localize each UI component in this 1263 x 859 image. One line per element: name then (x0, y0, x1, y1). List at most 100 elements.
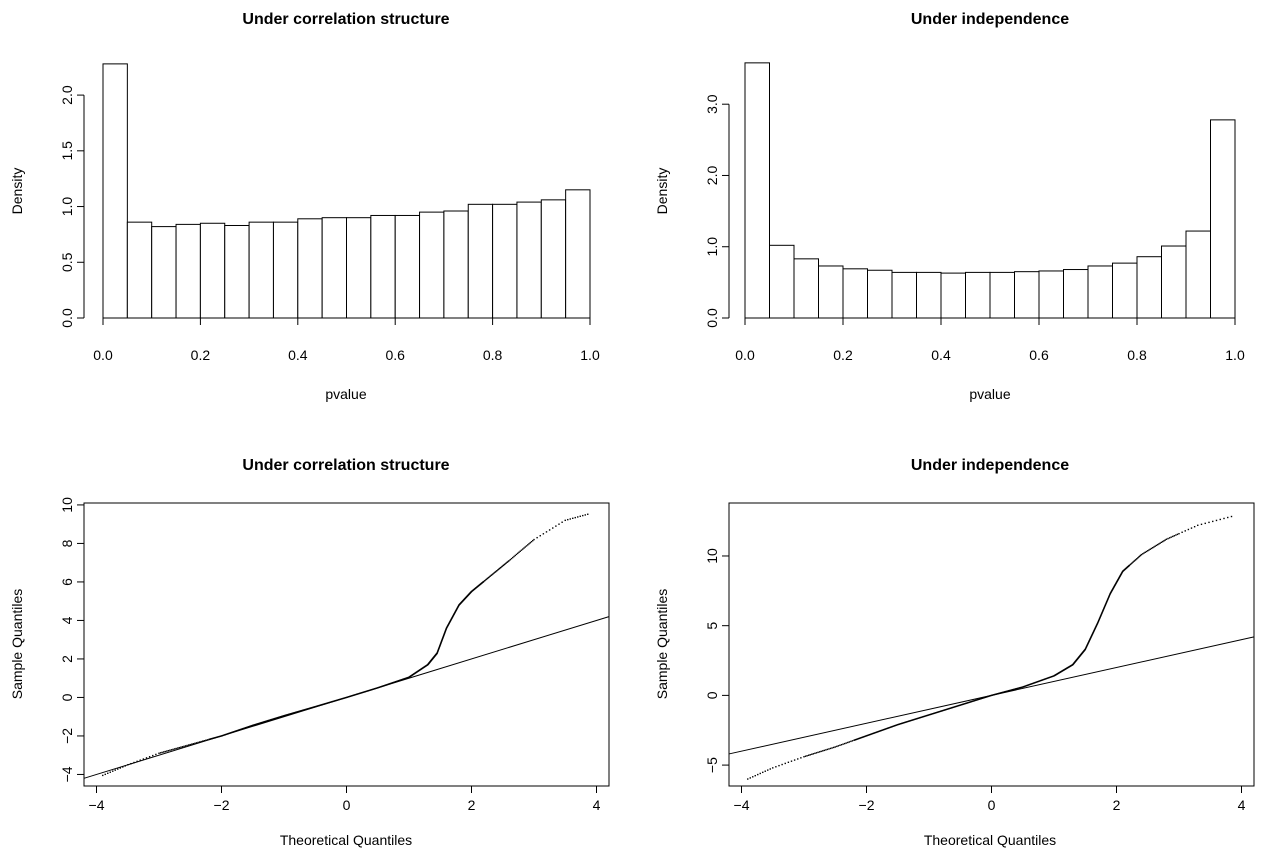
qq-point (913, 718, 915, 721)
qq-point (1043, 678, 1045, 681)
qq-point (1187, 528, 1190, 531)
qq-point (327, 702, 329, 704)
qq-point (298, 710, 301, 712)
qq-point (319, 704, 321, 706)
qq-point (532, 539, 534, 542)
qq-point (890, 726, 892, 728)
qq-point (947, 708, 949, 710)
qq-point (282, 715, 284, 717)
qq-point (809, 754, 811, 756)
qq-point (870, 733, 872, 735)
qq-point (998, 692, 1001, 694)
qq-point (961, 703, 964, 706)
histogram-bar (867, 269, 893, 319)
qq-point (358, 692, 360, 695)
qq-point (1167, 537, 1169, 540)
histogram-bar (1014, 271, 1040, 319)
qq-point (1175, 534, 1177, 536)
qq-point (969, 701, 972, 703)
qq-point (159, 752, 162, 754)
qq-point (330, 701, 333, 703)
qq-point (1178, 532, 1180, 535)
qq-point (806, 755, 808, 757)
qq-point (971, 700, 973, 703)
qq-point (345, 696, 347, 699)
qq-point (217, 736, 220, 738)
x-tick-label: 0.2 (833, 347, 853, 363)
histogram-bar (126, 221, 153, 319)
qq-point (256, 723, 259, 725)
qq-point (883, 728, 886, 731)
qq-point (1015, 687, 1018, 690)
qq-point (1018, 687, 1020, 689)
qq-point (1047, 677, 1049, 679)
qq-point (999, 692, 1001, 694)
x-axis-label: pvalue (969, 386, 1010, 402)
qq-point (1097, 622, 1099, 624)
qq-point (222, 734, 224, 737)
qq-point (352, 694, 354, 697)
qq-point (937, 711, 940, 713)
qq-point (893, 725, 895, 727)
qq-point (781, 763, 783, 766)
qq-point (1106, 599, 1109, 601)
qq-point (767, 769, 769, 771)
qq-point (403, 678, 406, 680)
x-tick-label: 0.6 (385, 347, 405, 363)
qq-point (1102, 609, 1105, 611)
y-tick-label: 0.0 (704, 308, 720, 328)
qq-point (348, 695, 351, 698)
qq-point (365, 690, 367, 693)
qq-point (341, 698, 343, 700)
qq-point (1145, 550, 1148, 553)
qq-point (876, 731, 879, 733)
qq-point (277, 716, 279, 719)
qq-point (991, 694, 993, 696)
qq-point (1143, 552, 1145, 554)
qq-point (845, 742, 847, 744)
qq-point (890, 726, 893, 728)
qq-point (567, 518, 569, 521)
qq-point (124, 765, 126, 767)
qq-point (938, 711, 940, 713)
qq-point (857, 738, 859, 740)
y-tick-label: −4 (59, 766, 75, 782)
qq-point (1051, 675, 1054, 678)
qq-point (155, 753, 157, 756)
qq-point (953, 706, 955, 708)
qq-point (1040, 679, 1042, 682)
qq-point (1197, 524, 1199, 527)
qq-point (915, 718, 917, 720)
qq-point (800, 757, 802, 759)
histogram-bar (1087, 265, 1113, 319)
qq-point (964, 702, 966, 705)
qq-point (322, 703, 324, 706)
qq-point (253, 724, 256, 726)
qq-point (582, 514, 584, 517)
x-tick-label: 0.8 (483, 347, 503, 363)
qq-point (972, 700, 974, 702)
histogram-bar (540, 199, 567, 319)
qq-point (875, 731, 877, 734)
qq-point (274, 717, 277, 720)
qq-point (989, 695, 991, 697)
qq-point (271, 718, 273, 721)
qq-point (234, 730, 236, 733)
qq-point (119, 767, 121, 769)
qq-point (577, 516, 579, 518)
qq-point (847, 741, 849, 744)
qq-point (104, 773, 106, 776)
qq-point (332, 700, 334, 703)
qq-point (346, 696, 348, 698)
qq-point (920, 716, 922, 719)
qq-point (183, 745, 185, 748)
qq-point (133, 761, 135, 764)
histogram-bar (940, 272, 966, 319)
qq-point (533, 538, 535, 541)
qq-point (1102, 608, 1105, 610)
qq-point (997, 692, 1000, 695)
qq-point (836, 745, 838, 748)
histogram-bar (1038, 270, 1064, 319)
qq-point (1108, 595, 1110, 598)
qq-point (114, 769, 116, 771)
